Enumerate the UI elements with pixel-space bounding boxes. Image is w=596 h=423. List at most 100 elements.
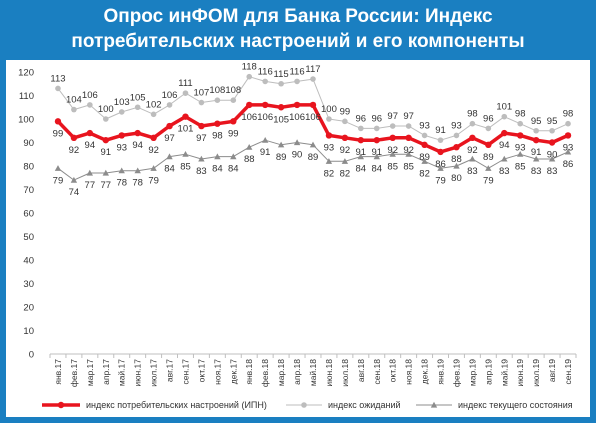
x-tick-label: окт.17 xyxy=(196,359,206,383)
series-current-point xyxy=(166,153,173,160)
ipn-data-label: 105 xyxy=(273,114,289,125)
series-expectations-point xyxy=(278,80,284,87)
current-data-label: 83 xyxy=(467,166,478,177)
ipn-data-label: 99 xyxy=(228,128,239,139)
series-current-point xyxy=(118,167,125,174)
series-current-point xyxy=(86,169,93,176)
x-tick-label: июн.18 xyxy=(324,359,334,387)
y-tick-label: 20 xyxy=(23,303,34,314)
ipn-data-label: 89 xyxy=(483,152,494,163)
expectations-data-label: 111 xyxy=(178,78,192,89)
series-expectations-point xyxy=(405,123,412,129)
current-data-label: 85 xyxy=(403,161,414,172)
series-current-point xyxy=(437,165,444,171)
ipn-data-label: 106 xyxy=(289,112,305,123)
expectations-data-label: 97 xyxy=(403,111,414,122)
expectations-data-label: 91 xyxy=(435,125,446,136)
ipn-data-label: 99 xyxy=(53,128,64,139)
series-expectations-point xyxy=(262,78,268,85)
series-expectations-point xyxy=(358,125,364,132)
ipn-data-label: 93 xyxy=(563,142,574,153)
series-ipn-point xyxy=(293,101,301,109)
expectations-data-label: 116 xyxy=(289,66,304,77)
x-tick-label: май.18 xyxy=(308,359,318,386)
expectations-data-label: 97 xyxy=(387,111,398,122)
series-expectations-point xyxy=(134,104,141,111)
series-current-point xyxy=(564,148,572,155)
expectations-data-label: 95 xyxy=(531,116,542,127)
series-ipn-point xyxy=(453,144,460,151)
chart-title-line1: Опрос инФОМ для Банка России: Индекс xyxy=(103,6,493,27)
series-ipn-point xyxy=(469,134,476,141)
x-tick-label: май.19 xyxy=(499,359,509,386)
y-tick-label: 70 xyxy=(23,185,34,196)
chart-panel: 0 10 20 30 40 50 60 70 80 90 100 110 120 янв.17 фев.17… xyxy=(6,60,590,417)
expectations-data-label: 100 xyxy=(321,104,337,115)
series-current-point xyxy=(277,141,285,148)
series-current-point xyxy=(54,165,62,171)
ipn-data-label: 91 xyxy=(356,147,367,158)
series-expectations-point xyxy=(310,76,316,82)
x-tick-label: дек.18 xyxy=(420,359,430,384)
series-expectations-point xyxy=(198,99,205,106)
series-ipn-point xyxy=(357,136,365,144)
expectations-data-label: 108 xyxy=(209,85,225,96)
series-current-point xyxy=(389,151,396,157)
x-tick-label: апр.17 xyxy=(101,359,111,385)
series-expectations-point xyxy=(55,85,61,92)
series-expectations-point xyxy=(453,132,460,139)
legend-current-marker xyxy=(430,401,438,408)
series-ipn-point xyxy=(198,122,205,130)
x-tick-label: май.17 xyxy=(117,359,127,386)
ipn-data-label: 88 xyxy=(451,154,462,165)
y-tick-label: 60 xyxy=(23,209,34,220)
series-current-point xyxy=(453,162,460,169)
series-current-point xyxy=(293,139,301,146)
expectations-data-label: 107 xyxy=(193,88,209,99)
ipn-data-label: 86 xyxy=(435,159,446,170)
series-ipn-point xyxy=(564,132,572,139)
ipn-data-label: 97 xyxy=(196,133,207,144)
series-ipn-point xyxy=(389,134,396,141)
x-tick-label: авг.18 xyxy=(356,359,366,382)
current-data-label: 82 xyxy=(419,168,430,179)
expectations-data-label: 106 xyxy=(82,90,98,101)
series-current-point xyxy=(405,151,412,157)
current-data-label: 83 xyxy=(499,166,510,177)
series-ipn-point xyxy=(309,101,317,109)
current-data-label: 88 xyxy=(244,154,255,165)
ipn-data-label: 89 xyxy=(419,152,430,163)
series-ipn-point xyxy=(118,132,125,139)
expectations-data-label: 98 xyxy=(515,109,526,120)
series-current-point xyxy=(501,155,508,162)
current-data-label: 85 xyxy=(180,161,191,172)
expectations-data-label: 102 xyxy=(146,99,162,110)
expectations-data-label: 99 xyxy=(340,106,351,117)
series-ipn-point xyxy=(261,101,269,109)
x-tick-label: июн.17 xyxy=(133,359,143,387)
ipn-data-label: 91 xyxy=(531,147,542,158)
legend-ipn-label: индекс потребительских настроений (ИПН) xyxy=(86,400,267,410)
series-current-point xyxy=(262,137,269,143)
ipn-data-label: 91 xyxy=(100,147,111,158)
series-expectations-point xyxy=(533,127,539,134)
line-chart: 0 10 20 30 40 50 60 70 80 90 100 110 120 янв.17 фев.17… xyxy=(18,62,577,410)
expectations-data-label: 98 xyxy=(563,109,574,120)
ipn-data-label: 92 xyxy=(387,145,398,156)
x-tick-label: фев.19 xyxy=(451,359,461,387)
x-tick-label: фев.17 xyxy=(69,359,79,387)
series-expectations-point xyxy=(517,120,524,127)
x-tick-label: июл.17 xyxy=(149,359,159,387)
y-tick-label: 40 xyxy=(23,256,34,267)
x-tick-label: авг.17 xyxy=(165,359,175,382)
series-expectations-point xyxy=(469,120,476,127)
current-data-label: 74 xyxy=(69,187,80,198)
y-tick-label: 120 xyxy=(18,68,34,79)
series-current-point xyxy=(150,165,157,171)
expectations-data-label: 103 xyxy=(114,97,130,108)
x-tick-label: мар.18 xyxy=(276,359,286,386)
ipn-data-label: 94 xyxy=(132,140,143,151)
series-ipn-point xyxy=(86,129,94,137)
series-ipn-point xyxy=(548,139,556,146)
expectations-data-label: 96 xyxy=(371,113,382,124)
